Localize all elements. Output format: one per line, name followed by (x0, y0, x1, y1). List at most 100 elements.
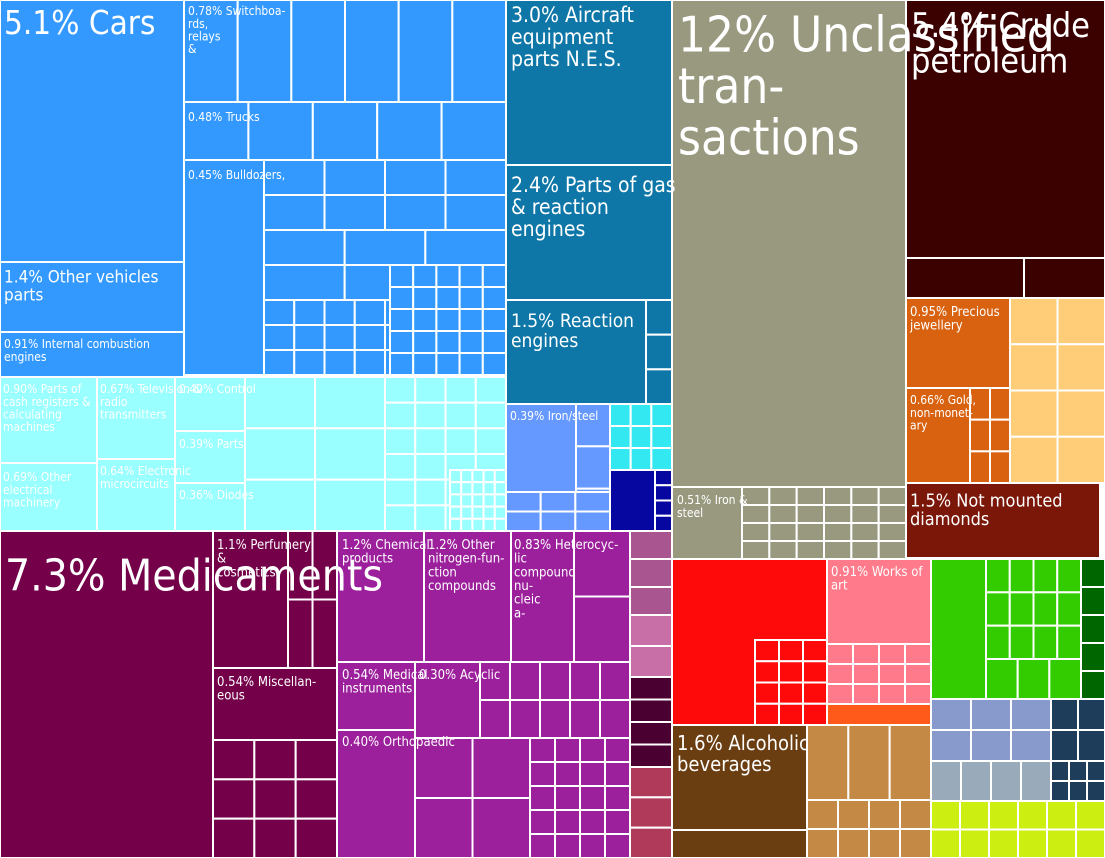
minor-tile (969, 418, 991, 453)
minor-tile (412, 286, 438, 310)
label-iron-steel: 0.51% Iron & steel (677, 493, 748, 520)
minor-tile (888, 724, 933, 801)
minor-tile (852, 663, 880, 685)
minor-tile (474, 401, 507, 430)
minor-tile (493, 493, 507, 508)
tile (212, 667, 338, 741)
minor-tile (650, 425, 673, 449)
minor-tile (384, 194, 447, 231)
minor-tile (877, 522, 908, 542)
minor-tile (904, 663, 932, 685)
minor-tile (539, 510, 577, 532)
minor-tile (629, 796, 673, 829)
tile (671, 829, 808, 858)
minor-tile (294, 778, 338, 820)
label-reaction-engines: 1.5% Reaction engines (511, 310, 634, 352)
minor-tile (1032, 591, 1059, 627)
tile (0, 376, 98, 464)
minor-tile (293, 324, 326, 351)
tile (336, 661, 416, 731)
minor-tile (384, 159, 447, 196)
minor-tile (554, 737, 581, 763)
minor-tile (868, 828, 901, 858)
minor-tile (481, 352, 507, 376)
minor-tile (479, 699, 511, 739)
minor-tile (645, 368, 673, 406)
minor-tile (960, 760, 992, 802)
minor-tile (481, 264, 507, 288)
minor-tile (343, 229, 427, 266)
label-chemical-products: 1.2% Chemical products (342, 538, 430, 567)
minor-tile (458, 286, 484, 310)
minor-tile (990, 760, 1022, 802)
minor-tile (1056, 389, 1105, 438)
label-precious-jewellery: 0.95% Precious jewellery (909, 305, 1000, 334)
minor-tile (1080, 642, 1105, 672)
minor-tile (479, 661, 511, 701)
minor-tile (482, 493, 496, 508)
minor-tile (481, 286, 507, 310)
tile (671, 724, 808, 831)
minor-tile (574, 491, 611, 513)
minor-tile (263, 229, 346, 266)
minor-tile (989, 418, 1011, 453)
minor-tile (444, 401, 477, 430)
minor-tile (970, 729, 1012, 762)
minor-tile (1009, 389, 1059, 438)
minor-tile (959, 800, 990, 831)
minor-tile (1075, 828, 1105, 858)
minor-tile (314, 427, 386, 481)
minor-tile (212, 817, 256, 858)
minor-tile (1068, 780, 1088, 802)
minor-tile (311, 101, 379, 161)
tile-cars (0, 0, 185, 263)
tile (174, 482, 246, 532)
minor-tile (314, 478, 386, 532)
minor-tile (604, 761, 631, 787)
minor-tile (579, 833, 606, 858)
minor-tile (877, 486, 908, 506)
minor-tile (877, 504, 908, 524)
minor-tile (629, 743, 673, 768)
minor-tile (389, 352, 415, 376)
minor-tile (604, 833, 631, 858)
minor-tile (435, 286, 461, 310)
minor-tile (471, 517, 485, 532)
label-works-of-art: 0.91% Works of art (831, 565, 923, 594)
minor-tile (1080, 558, 1105, 588)
tile (505, 0, 673, 166)
minor-tile (654, 484, 673, 502)
minor-tile (344, 0, 400, 103)
minor-tile (878, 663, 906, 685)
minor-tile (253, 739, 297, 781)
minor-tile (988, 828, 1019, 858)
minor-tile (414, 504, 447, 533)
minor-tile (1050, 729, 1079, 762)
minor-tile (444, 376, 477, 404)
minor-tile (1009, 435, 1059, 484)
minor-tile (458, 330, 484, 354)
minor-tile (802, 660, 828, 684)
minor-tile (263, 349, 296, 376)
minor-tile (573, 530, 631, 598)
minor-tile (435, 330, 461, 354)
minor-tile (1050, 760, 1070, 782)
minor-tile (414, 797, 474, 858)
minor-tile (384, 478, 417, 507)
label-medicaments: 7.3% Medicaments (5, 550, 383, 601)
minor-tile (212, 778, 256, 820)
minor-tile (183, 0, 239, 103)
minor-tile (795, 522, 826, 542)
minor-tile (985, 591, 1011, 627)
minor-tile (802, 681, 828, 705)
label-heterocyclic-compound-nucleic-a: 0.83% Heterocyc-lic compound nu-cleic a- (514, 538, 618, 621)
minor-tile (573, 595, 631, 663)
minor-tile (474, 427, 507, 456)
minor-tile (850, 504, 880, 524)
minor-tile (384, 427, 417, 456)
minor-tile (1017, 800, 1048, 831)
minor-tile (985, 658, 1019, 700)
minor-tile (826, 663, 854, 685)
minor-tile (1010, 698, 1052, 731)
minor-tile (629, 826, 673, 858)
